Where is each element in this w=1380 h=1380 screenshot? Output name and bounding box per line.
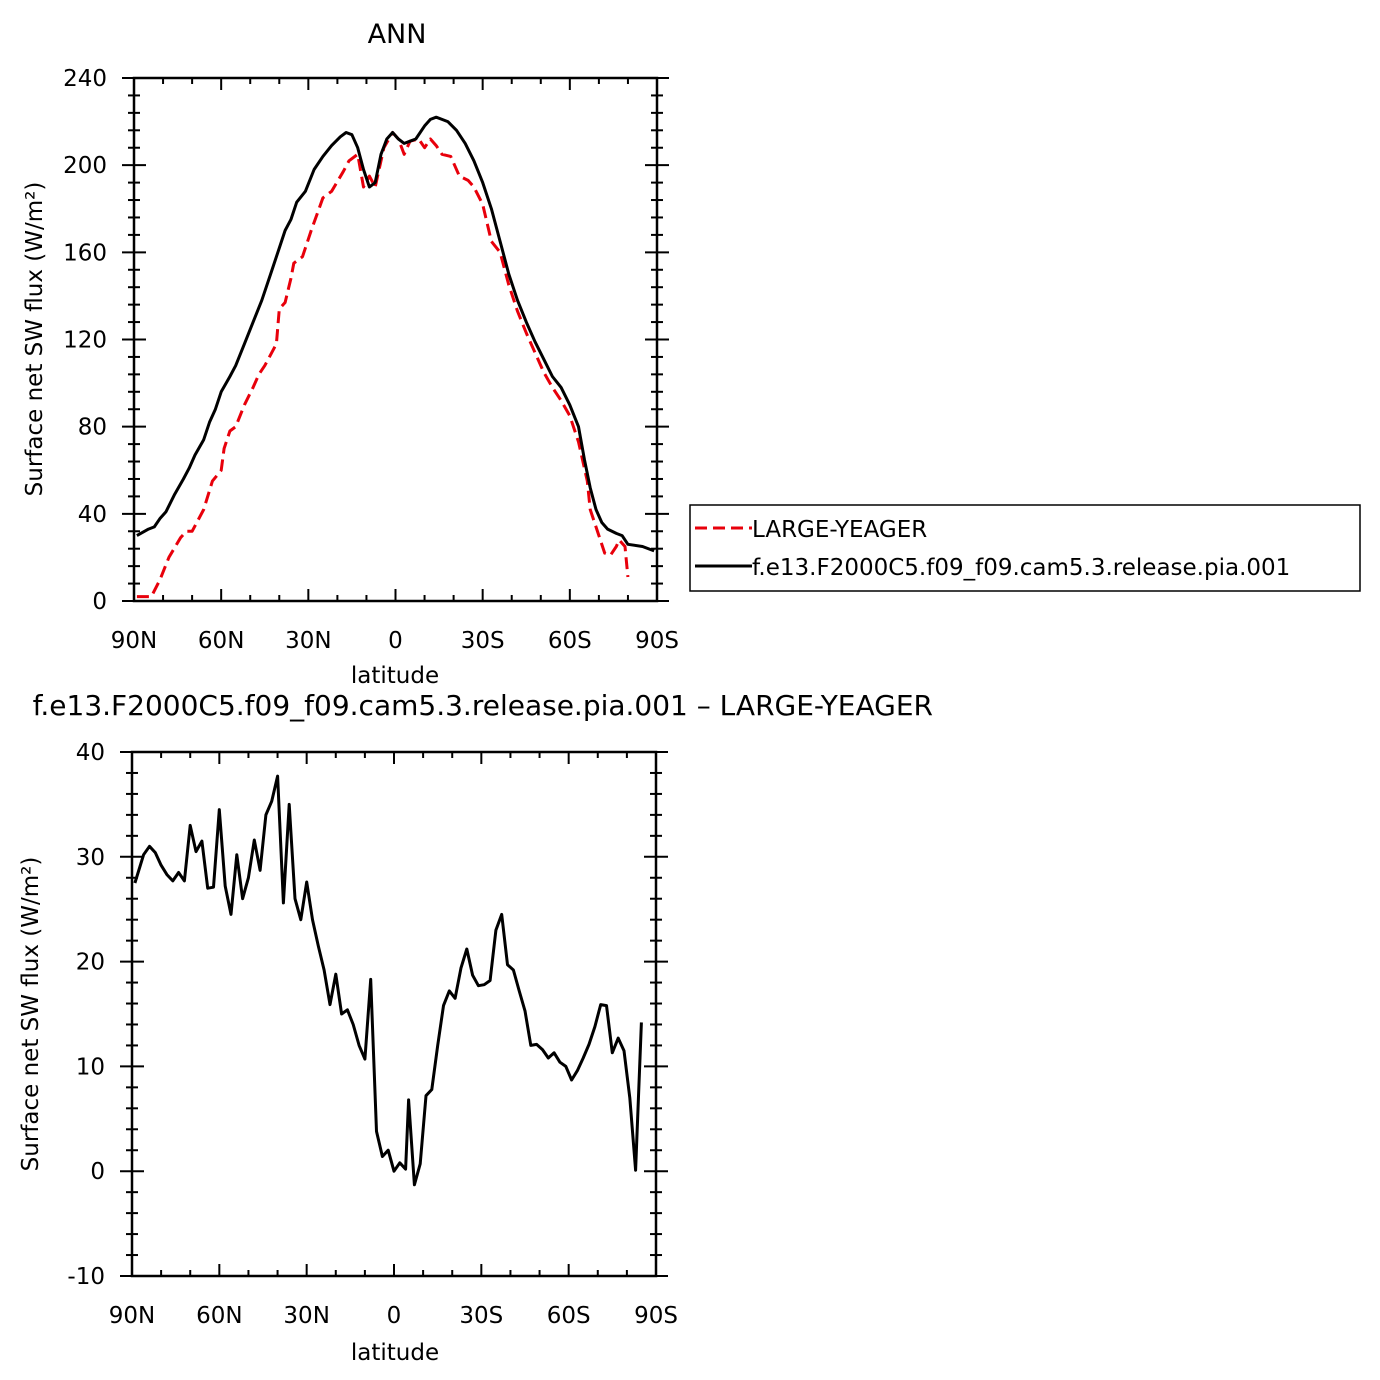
y-tick-label: 10 bbox=[76, 1054, 105, 1080]
top-ticks bbox=[122, 77, 669, 602]
legend-label-cam5: f.e13.F2000C5.f09_f09.cam5.3.release.pia… bbox=[752, 555, 1290, 581]
x-tick-label: 0 bbox=[387, 1303, 402, 1329]
y-tick-label: 0 bbox=[92, 589, 107, 615]
top-y-tick-labels: 0 40 80 120 160 200 240 bbox=[63, 66, 107, 615]
x-tick-label: 60N bbox=[196, 1303, 242, 1329]
top-chart-title: ANN bbox=[368, 19, 427, 50]
legend: LARGE-YEAGER f.e13.F2000C5.f09_f09.cam5.… bbox=[689, 504, 1361, 592]
series-line-0-1 bbox=[136, 115, 655, 553]
bottom-x-tick-labels: 90N 60N 30N 0 30S 60S 90S bbox=[109, 1303, 678, 1329]
x-tick-label: 60S bbox=[548, 628, 592, 654]
y-tick-label: 200 bbox=[63, 153, 107, 179]
bottom-y-axis-label: Surface net SW flux (W/m²) bbox=[18, 857, 44, 1172]
top-panel: ANN 90N 60N 30N 0 30S 60S 90S 0 40 80 120 160 200 24… bbox=[22, 19, 679, 689]
bottom-panel: f.e13.F2000C5.f09_f09.cam5.3.release.pia… bbox=[18, 689, 933, 1366]
legend-box bbox=[689, 504, 1361, 592]
x-tick-label: 90N bbox=[111, 628, 157, 654]
x-tick-label: 90S bbox=[635, 628, 679, 654]
y-tick-label: 20 bbox=[76, 950, 105, 976]
top-plot-frame bbox=[132, 76, 659, 603]
y-tick-label: 40 bbox=[78, 502, 107, 528]
top-series bbox=[136, 115, 655, 599]
top-y-axis-label: Surface net SW flux (W/m²) bbox=[22, 182, 48, 497]
bottom-series bbox=[133, 774, 643, 1187]
x-tick-label: 30N bbox=[283, 1303, 329, 1329]
x-tick-label: 90S bbox=[634, 1303, 678, 1329]
x-tick-label: 30S bbox=[461, 628, 505, 654]
x-tick-label: 60S bbox=[547, 1303, 591, 1329]
x-tick-label: 30N bbox=[285, 628, 331, 654]
y-tick-label: 40 bbox=[76, 740, 105, 766]
legend-label-large-yeager: LARGE-YEAGER bbox=[752, 517, 927, 543]
x-tick-label: 90N bbox=[109, 1303, 155, 1329]
y-tick-label: 160 bbox=[63, 240, 107, 266]
y-tick-label: 120 bbox=[63, 328, 107, 354]
y-tick-label: 240 bbox=[63, 66, 107, 92]
x-tick-label: 30S bbox=[459, 1303, 503, 1329]
top-x-axis-label: latitude bbox=[351, 663, 439, 689]
series-line-1-0 bbox=[133, 774, 643, 1187]
series-line-0-0 bbox=[136, 131, 630, 599]
bottom-x-axis-label: latitude bbox=[351, 1340, 439, 1366]
bottom-y-tick-labels: -10 0 10 20 30 40 bbox=[67, 740, 105, 1290]
y-tick-label: 0 bbox=[90, 1159, 105, 1185]
y-tick-label: -10 bbox=[67, 1264, 105, 1290]
top-x-tick-labels: 90N 60N 30N 0 30S 60S 90S bbox=[111, 628, 679, 654]
x-tick-label: 0 bbox=[388, 628, 403, 654]
bottom-chart-title: f.e13.F2000C5.f09_f09.cam5.3.release.pia… bbox=[33, 689, 933, 722]
x-tick-label: 60N bbox=[198, 628, 244, 654]
y-tick-label: 30 bbox=[76, 845, 105, 871]
y-tick-label: 80 bbox=[78, 415, 107, 441]
bottom-plot-frame bbox=[130, 750, 658, 1278]
bottom-ticks bbox=[120, 751, 668, 1277]
